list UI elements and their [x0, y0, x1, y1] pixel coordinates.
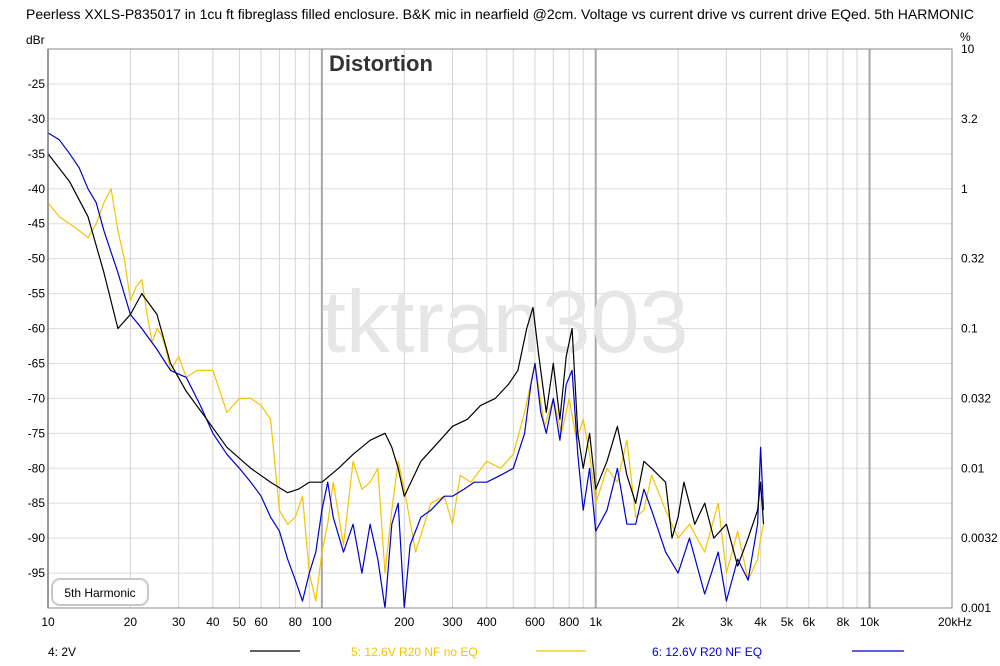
right-unit-label: % — [960, 30, 971, 44]
y-tick-label: -35 — [28, 147, 46, 161]
y-tick-label: -95 — [28, 566, 46, 580]
y-tick-label: -70 — [28, 391, 46, 405]
right-tick-label: 3.2 — [961, 112, 978, 126]
right-tick-label: 0.1 — [961, 322, 978, 336]
x-tick-label: 2k — [672, 615, 686, 629]
x-tick-label: 3k — [720, 615, 734, 629]
x-tick-label: 20kHz — [938, 615, 972, 629]
x-tick-label: 200 — [394, 615, 414, 629]
right-tick-label: 10 — [961, 42, 975, 56]
left-unit-label: dBr — [26, 33, 45, 47]
x-tick-label: 80 — [289, 615, 303, 629]
right-tick-label: 0.0032 — [961, 531, 998, 545]
x-tick-label: 60 — [254, 615, 268, 629]
x-tick-label: 40 — [206, 615, 220, 629]
y-tick-label: -50 — [28, 252, 46, 266]
y-tick-label: -80 — [28, 461, 46, 475]
y-tick-label: -60 — [28, 322, 46, 336]
y-tick-labels: -25 -30 -35 -40 -45 -50 -55 -60 -65 -70 -75 -80 -85 -… — [28, 77, 46, 580]
x-tick-label: 4k — [754, 615, 768, 629]
x-tick-label: 30 — [172, 615, 186, 629]
x-tick-label: 20 — [124, 615, 138, 629]
series-line-6 — [47, 132, 765, 609]
chart-inner-title: Distortion — [329, 51, 433, 76]
right-tick-label: 0.32 — [961, 252, 985, 266]
right-tick-labels: 10 3.2 1 0.32 0.1 0.032 0.01 0.0032 0.001 — [961, 42, 998, 615]
right-tick-label: 0.01 — [961, 461, 985, 475]
plot-frame — [47, 48, 953, 609]
series-line-4 — [47, 153, 765, 567]
y-tick-label: -55 — [28, 287, 46, 301]
harmonic-label-box: 5th Harmonic — [51, 578, 149, 606]
x-tick-label: 100 — [312, 615, 332, 629]
y-tick-label: -40 — [28, 182, 46, 196]
grid — [47, 48, 953, 609]
legend-label: 4: 2V — [48, 645, 76, 659]
y-tick-label: -30 — [28, 112, 46, 126]
legend-label: 6: 12.6V R20 NF EQ — [652, 645, 762, 659]
x-tick-label: 6k — [802, 615, 816, 629]
y-tick-label: -75 — [28, 426, 46, 440]
x-tick-label: 300 — [442, 615, 462, 629]
x-tick-label: 10 — [41, 615, 55, 629]
series-line-5 — [47, 188, 765, 602]
y-tick-label: -25 — [28, 77, 46, 91]
x-tick-label: 8k — [837, 615, 851, 629]
series-layer — [47, 132, 765, 609]
chart-title-bar: Peerless XXLS-P835017 in 1cu ft fibregla… — [26, 6, 974, 22]
x-tick-label: 50 — [233, 615, 247, 629]
x-tick-label: 10k — [860, 615, 880, 629]
right-tick-label: 1 — [961, 182, 968, 196]
x-tick-label: 800 — [559, 615, 579, 629]
legend-label: 5: 12.6V R20 NF no EQ — [351, 645, 478, 659]
x-tick-label: 600 — [525, 615, 545, 629]
y-tick-label: -65 — [28, 356, 46, 370]
y-tick-label: -90 — [28, 531, 46, 545]
right-tick-label: 0.032 — [961, 391, 991, 405]
right-tick-label: 0.001 — [961, 601, 991, 615]
y-tick-label: -45 — [28, 217, 46, 231]
harmonic-label: 5th Harmonic — [64, 586, 135, 600]
y-tick-label: -85 — [28, 496, 46, 510]
x-tick-label: 5k — [781, 615, 795, 629]
x-tick-label: 1k — [589, 615, 603, 629]
x-tick-labels: 10 20 30 40 50 60 80 100 200 300 400 600 800 1k 2k 3k 4k… — [41, 615, 972, 629]
watermark: tktran303 — [322, 272, 689, 371]
legend: 4: 2V 5: 12.6V R20 NF no EQ 6: 12.6V R20 N… — [48, 645, 904, 659]
x-tick-label: 400 — [477, 615, 497, 629]
